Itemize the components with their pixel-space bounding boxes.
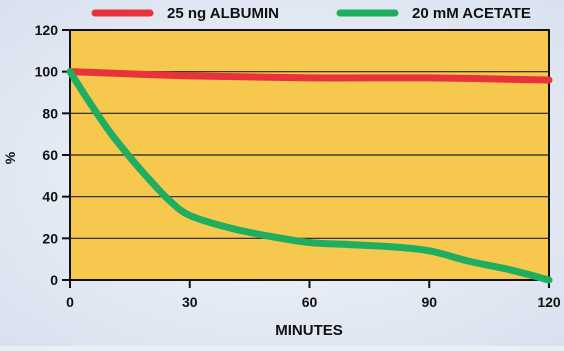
series-line-2 xyxy=(66,68,553,284)
y-tick-label: 20 xyxy=(42,230,58,246)
grid-lines xyxy=(70,71,549,239)
x-tick-label: 60 xyxy=(302,294,318,310)
y-tick-label: 100 xyxy=(35,64,59,80)
x-tick-label: 90 xyxy=(421,294,437,310)
x-tick-label: 120 xyxy=(537,294,561,310)
y-tick-label: 40 xyxy=(42,189,58,205)
legend: 25 ng ALBUMIN 20 mM ACETATE xyxy=(91,5,531,22)
legend-label-1: 25 ng ALBUMIN xyxy=(167,5,279,22)
x-axis-ticks: 0 30 60 90 120 xyxy=(66,280,561,310)
series-layer xyxy=(66,68,553,284)
y-tick-label: 120 xyxy=(35,22,59,38)
y-tick-label: 80 xyxy=(42,105,58,121)
y-axis-ticks: 0 20 40 60 80 100 120 xyxy=(35,22,70,288)
x-axis-label: MINUTES xyxy=(275,322,343,339)
y-axis-label: % xyxy=(2,151,18,164)
x-tick-label: 0 xyxy=(66,294,74,310)
legend-label-2: 20 mM ACETATE xyxy=(412,5,531,22)
x-tick-label: 30 xyxy=(182,294,198,310)
y-tick-label: 0 xyxy=(50,272,58,288)
y-tick-label: 60 xyxy=(42,147,58,163)
series-line-1 xyxy=(66,68,553,84)
